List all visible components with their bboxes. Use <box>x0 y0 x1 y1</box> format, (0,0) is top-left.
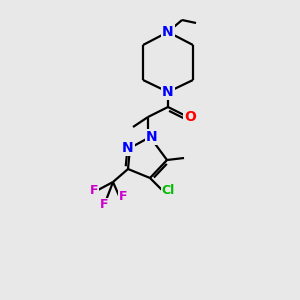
Text: Cl: Cl <box>161 184 175 197</box>
Text: N: N <box>146 130 158 144</box>
Text: O: O <box>184 110 196 124</box>
Text: F: F <box>100 199 108 212</box>
Text: N: N <box>162 85 174 99</box>
Text: F: F <box>119 190 127 203</box>
Text: N: N <box>122 141 134 155</box>
Text: N: N <box>162 25 174 39</box>
Text: F: F <box>90 184 98 196</box>
